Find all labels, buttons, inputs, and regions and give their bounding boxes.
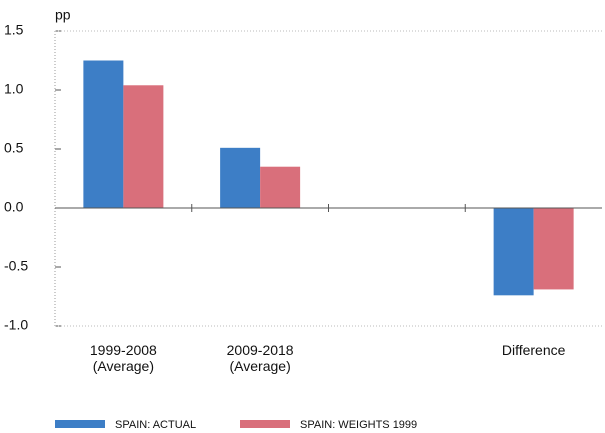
y-tick-label: 0.0 — [4, 199, 24, 215]
y-tick-label: 1.0 — [4, 81, 24, 97]
bar — [83, 60, 124, 208]
x-tick-label: 1999-2008 (Average) — [89, 342, 157, 374]
bar — [493, 208, 534, 296]
legend-swatch — [240, 420, 290, 428]
bar — [260, 166, 301, 208]
y-tick-label: -1.0 — [4, 317, 28, 333]
legend-label: SPAIN: ACTUAL — [115, 419, 196, 431]
y-tick-label: -0.5 — [4, 258, 28, 274]
bar — [533, 208, 574, 290]
y-axis-label: pp — [55, 7, 71, 23]
bar — [123, 85, 164, 208]
legend-label: SPAIN: WEIGHTS 1999 — [300, 419, 417, 431]
y-tick-label: 1.5 — [4, 22, 24, 38]
y-tick-label: 0.5 — [4, 140, 24, 156]
x-tick-label: 2009-2018 (Average) — [226, 342, 294, 374]
bar — [220, 147, 261, 208]
legend-swatch — [55, 420, 105, 428]
x-tick-label: Difference — [501, 342, 566, 358]
